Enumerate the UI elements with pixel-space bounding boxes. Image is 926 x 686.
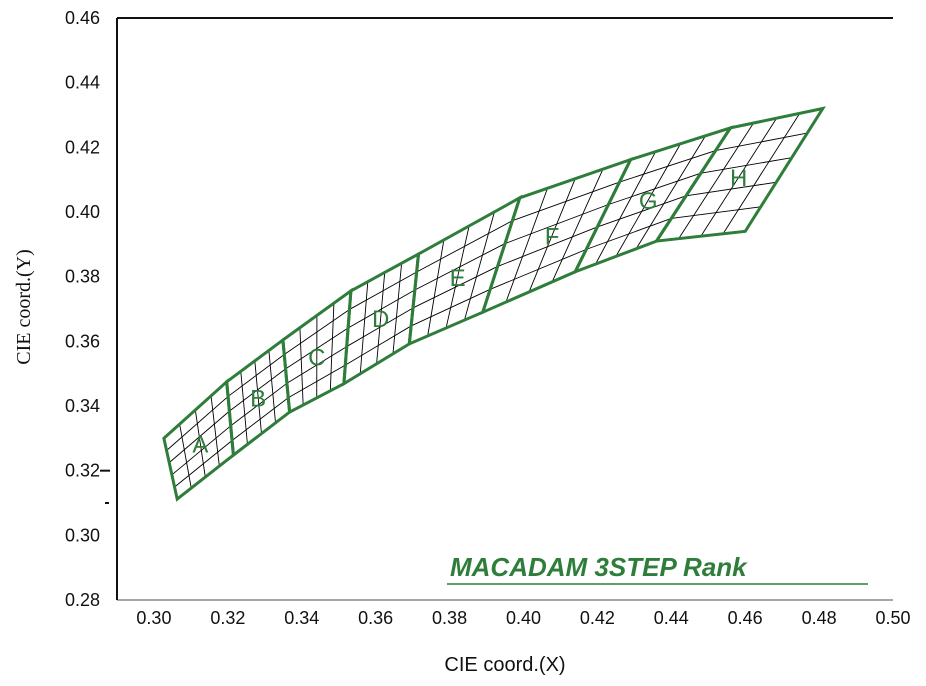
bin-grid-line bbox=[285, 327, 349, 370]
bin-label: A bbox=[192, 432, 208, 459]
y-tick-label: 0.42 bbox=[65, 137, 100, 157]
bin-grid-line bbox=[254, 360, 262, 434]
bin-grid-line bbox=[230, 382, 288, 427]
bin-grid-line bbox=[345, 325, 412, 366]
x-tick-label: 0.42 bbox=[580, 608, 615, 628]
bin-grid-line bbox=[586, 218, 672, 250]
bin-grid-line bbox=[497, 226, 598, 267]
x-axis-title: CIE coord.(X) bbox=[444, 654, 565, 676]
y-tick-label: 0.28 bbox=[65, 590, 100, 610]
bin-grid-line bbox=[671, 206, 761, 219]
bin-grid-line bbox=[619, 150, 716, 183]
bin-grid-line bbox=[412, 266, 498, 309]
bin-grid-line bbox=[376, 272, 386, 364]
bin-grid-line bbox=[635, 135, 706, 250]
bin-grid-line bbox=[700, 157, 792, 174]
bin-grid-line bbox=[231, 397, 289, 441]
bin-grid-line bbox=[347, 289, 416, 329]
x-tick-label: 0.32 bbox=[210, 608, 245, 628]
bin-grid-line bbox=[414, 243, 506, 291]
bin-grid-line bbox=[615, 143, 681, 257]
bin-grid-line bbox=[416, 220, 513, 273]
bin-grid-line bbox=[168, 410, 230, 463]
x-tick-label: 0.44 bbox=[654, 608, 689, 628]
y-axis-ticks: 0.28 0.30 0.32 0.34 0.36 0.38 0.40 0.42 0.44 0.46 bbox=[65, 8, 110, 610]
bin-grid-line bbox=[240, 371, 248, 445]
plot-frame bbox=[116, 17, 893, 601]
bin-label: D bbox=[372, 306, 389, 333]
y-axis-title: CIE coord.(Y) bbox=[13, 249, 35, 365]
bin-grid-line bbox=[286, 346, 347, 384]
bin-label: G bbox=[639, 188, 658, 215]
x-tick-label: 0.48 bbox=[802, 608, 837, 628]
x-tick-label: 0.38 bbox=[432, 608, 467, 628]
y-tick-label: 0.44 bbox=[65, 73, 100, 93]
y-tick-label: 0.40 bbox=[65, 202, 100, 222]
bin-grid-line bbox=[608, 172, 701, 205]
bin-label: E bbox=[450, 265, 466, 292]
bin-grid-line bbox=[700, 117, 777, 237]
x-tick-label: 0.36 bbox=[358, 608, 393, 628]
y-tick-label: 0.38 bbox=[65, 267, 100, 287]
bin-label: H bbox=[730, 165, 747, 192]
bin-grid-line bbox=[678, 122, 754, 239]
bin-outline bbox=[653, 106, 826, 243]
bin-grid-line bbox=[179, 424, 192, 489]
bin-grid-line bbox=[722, 113, 801, 235]
x-tick-label: 0.50 bbox=[875, 608, 910, 628]
bin-grid-line bbox=[715, 132, 808, 152]
x-tick-label: 0.30 bbox=[136, 608, 171, 628]
x-axis-ticks: 0.30 0.32 0.34 0.36 0.38 0.40 0.42 0.44 0.46 0.48… bbox=[136, 608, 910, 628]
bin-grid-line bbox=[166, 396, 229, 451]
y-tick-label: 0.36 bbox=[65, 331, 100, 351]
bin-grid-line bbox=[427, 239, 445, 337]
bin-label: F bbox=[545, 223, 560, 250]
bin-grid-line bbox=[505, 188, 548, 303]
bin-grid-line bbox=[229, 368, 286, 412]
bin-grid-line bbox=[504, 204, 609, 244]
bin-grid-line bbox=[299, 327, 304, 406]
bin-grid-line bbox=[194, 409, 206, 478]
bin-grid-line bbox=[597, 195, 687, 228]
bin-grid-line bbox=[288, 364, 346, 399]
bin-grid-line bbox=[685, 181, 777, 197]
bin-grid-line bbox=[349, 271, 417, 310]
bin-label: B bbox=[250, 385, 266, 412]
bins-layer: A B C D E F G H bbox=[162, 106, 826, 502]
y-tick-label: 0.46 bbox=[65, 8, 100, 28]
y-tick-label: 0.32 bbox=[65, 461, 100, 481]
bin-grid-line bbox=[359, 281, 369, 374]
bin-grid-line bbox=[410, 288, 491, 327]
y-tick-label: 0.34 bbox=[65, 396, 100, 416]
bin-h: H bbox=[653, 106, 826, 243]
x-tick-label: 0.34 bbox=[284, 608, 319, 628]
bin-grid-line bbox=[171, 425, 232, 476]
bin-grid-line bbox=[329, 303, 335, 391]
x-tick-label: 0.46 bbox=[728, 608, 763, 628]
bin-grid-line bbox=[490, 248, 587, 290]
rank-annotation: MACADAM 3STEP Rank bbox=[450, 552, 748, 582]
bin-grid-line bbox=[392, 263, 403, 354]
bin-grid-line bbox=[464, 211, 495, 321]
bin-grid-line bbox=[445, 225, 470, 329]
bin-grid-line bbox=[210, 395, 220, 467]
bin-grid-line bbox=[283, 309, 350, 355]
bin-a: A bbox=[162, 378, 235, 502]
bin-grid-line bbox=[268, 350, 276, 423]
bin-label: C bbox=[308, 345, 325, 372]
y-tick-label: 0.30 bbox=[65, 525, 100, 545]
bin-grid-line bbox=[174, 440, 233, 488]
bin-grid-line bbox=[512, 181, 620, 222]
bin-grid-line bbox=[227, 354, 285, 397]
bin-grid-line bbox=[346, 307, 414, 347]
bin-grid-line bbox=[528, 178, 576, 293]
x-tick-label: 0.40 bbox=[506, 608, 541, 628]
bin-grid-line bbox=[595, 151, 656, 265]
bin-grid-line bbox=[551, 168, 604, 283]
